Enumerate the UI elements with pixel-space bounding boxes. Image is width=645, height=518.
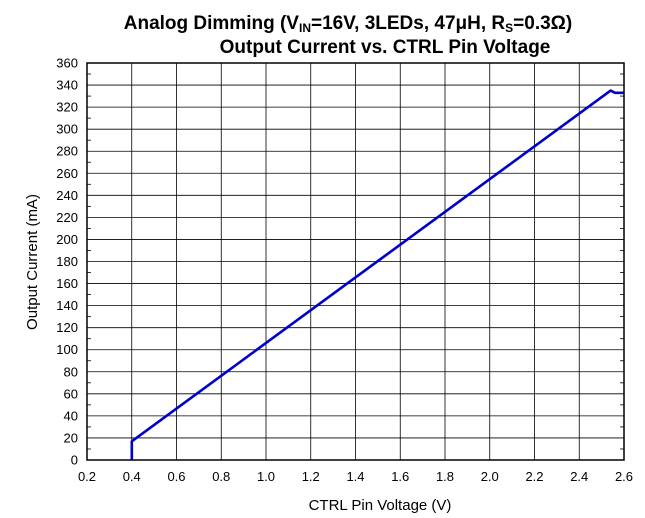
x-tick-label: 2.4	[570, 469, 588, 484]
x-tick-label: 1.8	[436, 469, 454, 484]
x-tick-label: 0.4	[123, 469, 141, 484]
y-tick-label: 140	[56, 298, 78, 313]
y-tick-label: 100	[56, 342, 78, 357]
y-tick-label: 20	[64, 430, 78, 445]
x-tick-label: 1.4	[346, 469, 364, 484]
y-tick-label: 180	[56, 254, 78, 269]
x-tick-label: 1.2	[302, 469, 320, 484]
y-tick-label: 220	[56, 210, 78, 225]
grid	[87, 63, 624, 460]
y-tick-label: 0	[71, 453, 78, 468]
y-tick-label: 280	[56, 144, 78, 159]
x-tick-label: 0.2	[78, 469, 96, 484]
y-tick-labels: 0 20 40 60 80 100 120 140 160 180 200 220 240 260 280 3…	[56, 56, 78, 468]
y-axis-label: Output Current (mA)	[24, 194, 41, 330]
y-tick-label: 60	[64, 386, 78, 401]
x-tick-label: 2.2	[525, 469, 543, 484]
plot-frame	[86, 62, 625, 461]
x-tick-label: 0.6	[167, 469, 185, 484]
chart-title-line2: Output Current vs. CTRL Pin Voltage	[220, 37, 551, 58]
y-tick-label: 40	[64, 408, 78, 423]
x-tick-label: 1.6	[391, 469, 409, 484]
x-tick-label: 0.8	[212, 469, 230, 484]
y-tick-label: 320	[56, 100, 78, 115]
x-axis-label: CTRL Pin Voltage (V)	[309, 497, 452, 514]
x-tick-label: 1.0	[257, 469, 275, 484]
y-tick-label: 240	[56, 188, 78, 203]
y-tick-label: 360	[56, 56, 78, 71]
x-tick-labels: 0.2 0.4 0.6 0.8 1.0 1.2 1.4 1.6 1.8 2.0 2.2 2.4 2.6	[78, 469, 633, 484]
y-tick-label: 300	[56, 122, 78, 137]
y-tick-label: 80	[64, 364, 78, 379]
y-tick-label: 260	[56, 166, 78, 181]
chart-title-line1: Analog Dimming (VIN=16V, 3LEDs, 47μH, RS…	[124, 13, 573, 35]
y-tick-label: 200	[56, 232, 78, 247]
x-tick-label: 2.6	[615, 469, 633, 484]
series-line	[130, 89, 624, 460]
y-tick-label: 160	[56, 276, 78, 291]
y-tick-label: 340	[56, 78, 78, 93]
x-tick-label: 2.0	[481, 469, 499, 484]
y-tick-label: 120	[56, 320, 78, 335]
